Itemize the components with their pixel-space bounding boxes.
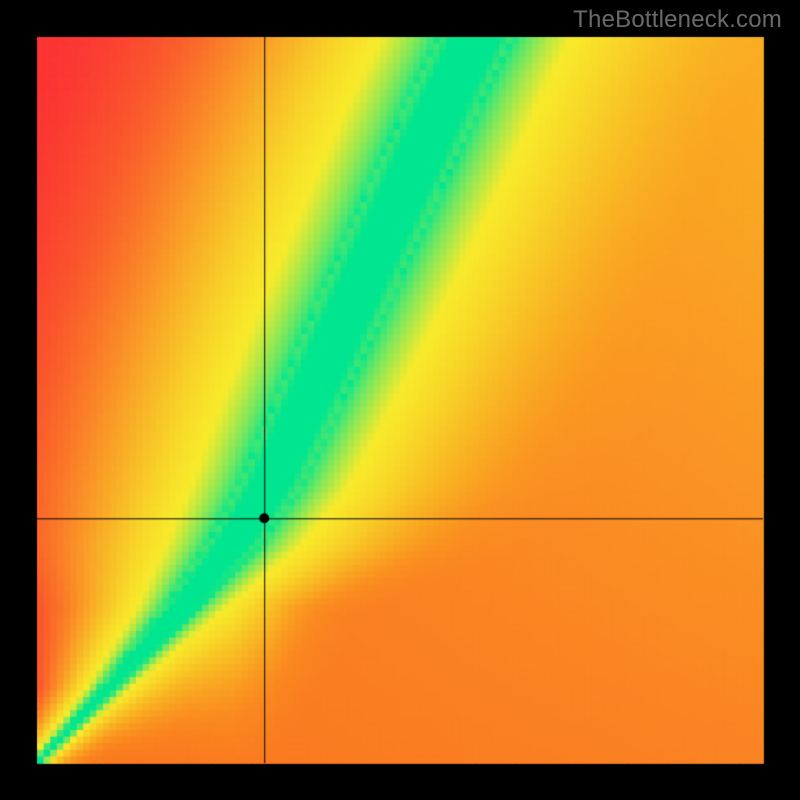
- watermark-text: TheBottleneck.com: [573, 6, 782, 34]
- bottleneck-heatmap: [0, 0, 800, 800]
